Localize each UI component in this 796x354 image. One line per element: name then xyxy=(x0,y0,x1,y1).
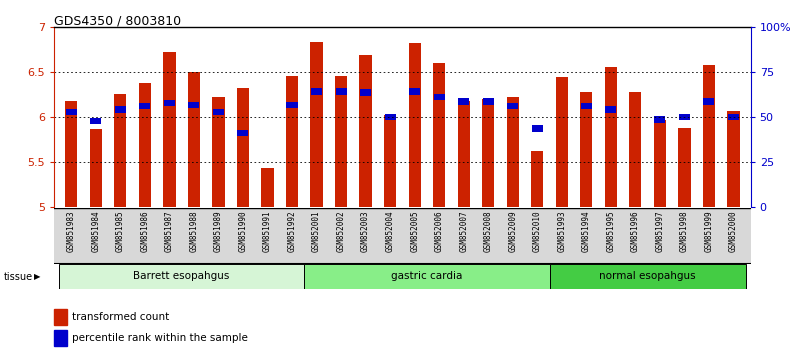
Bar xyxy=(704,98,715,105)
Bar xyxy=(139,82,151,207)
Bar xyxy=(213,109,224,115)
Bar xyxy=(458,98,469,105)
Bar xyxy=(654,116,665,123)
Text: GSM851983: GSM851983 xyxy=(67,210,76,252)
Bar xyxy=(531,151,544,207)
Text: ▶: ▶ xyxy=(34,272,41,281)
Bar xyxy=(507,103,518,109)
Text: GSM851999: GSM851999 xyxy=(704,210,713,252)
Bar xyxy=(605,67,617,207)
Text: GSM851991: GSM851991 xyxy=(263,210,272,252)
Bar xyxy=(310,42,322,207)
Bar xyxy=(506,97,519,207)
Bar xyxy=(54,309,67,325)
Bar xyxy=(482,99,494,207)
Bar xyxy=(482,98,494,105)
Text: gastric cardia: gastric cardia xyxy=(391,272,462,281)
Bar xyxy=(237,130,248,136)
Bar xyxy=(360,89,371,96)
Text: GSM852001: GSM852001 xyxy=(312,210,321,252)
Bar xyxy=(581,103,592,109)
Text: GSM851987: GSM851987 xyxy=(165,210,174,252)
Text: transformed count: transformed count xyxy=(72,312,169,322)
Text: GSM852002: GSM852002 xyxy=(337,210,345,252)
Bar xyxy=(580,92,592,207)
Bar xyxy=(139,103,150,109)
Text: GSM851996: GSM851996 xyxy=(631,210,640,252)
Bar xyxy=(287,102,298,108)
Text: GDS4350 / 8003810: GDS4350 / 8003810 xyxy=(54,14,181,27)
Bar xyxy=(360,56,372,207)
Bar xyxy=(409,88,420,95)
Bar xyxy=(261,168,274,207)
Bar xyxy=(115,107,126,113)
Bar xyxy=(629,92,642,207)
Text: GSM851985: GSM851985 xyxy=(116,210,125,252)
Bar xyxy=(114,94,127,207)
Bar xyxy=(286,76,298,207)
Text: GSM851993: GSM851993 xyxy=(557,210,566,252)
Bar xyxy=(654,120,666,207)
Bar xyxy=(532,125,543,132)
Text: GSM852010: GSM852010 xyxy=(533,210,542,252)
Bar xyxy=(188,72,200,207)
Bar xyxy=(458,102,470,207)
Text: GSM852000: GSM852000 xyxy=(729,210,738,252)
Bar xyxy=(335,76,347,207)
Bar xyxy=(213,97,224,207)
Bar xyxy=(728,114,739,120)
Text: GSM851986: GSM851986 xyxy=(140,210,150,252)
Bar xyxy=(66,109,76,115)
Bar xyxy=(679,114,690,120)
Bar xyxy=(90,118,101,125)
Text: Barrett esopahgus: Barrett esopahgus xyxy=(134,272,230,281)
Text: GSM851988: GSM851988 xyxy=(189,210,198,252)
Bar xyxy=(384,115,396,207)
Bar xyxy=(65,102,77,207)
Bar xyxy=(605,107,616,113)
Bar xyxy=(237,88,249,207)
Text: GSM851994: GSM851994 xyxy=(582,210,591,252)
Text: GSM851995: GSM851995 xyxy=(607,210,615,252)
Bar xyxy=(434,94,445,100)
Text: GSM852007: GSM852007 xyxy=(459,210,468,252)
Text: GSM851990: GSM851990 xyxy=(239,210,248,252)
Text: GSM851989: GSM851989 xyxy=(214,210,223,252)
Text: GSM852003: GSM852003 xyxy=(361,210,370,252)
Bar xyxy=(54,330,67,346)
Bar xyxy=(163,52,176,207)
Bar xyxy=(336,88,346,95)
Text: GSM851992: GSM851992 xyxy=(287,210,297,252)
Bar xyxy=(311,88,322,95)
Bar xyxy=(433,63,445,207)
Bar xyxy=(703,65,715,207)
Text: GSM851984: GSM851984 xyxy=(92,210,100,252)
Text: GSM852004: GSM852004 xyxy=(385,210,395,252)
Bar xyxy=(59,264,304,289)
Text: GSM852005: GSM852005 xyxy=(410,210,419,252)
Bar xyxy=(189,102,200,108)
Bar xyxy=(384,114,396,120)
Bar xyxy=(678,128,691,207)
Bar xyxy=(549,264,746,289)
Bar xyxy=(408,43,421,207)
Text: percentile rank within the sample: percentile rank within the sample xyxy=(72,332,248,343)
Bar xyxy=(304,264,549,289)
Text: GSM851997: GSM851997 xyxy=(655,210,665,252)
Bar xyxy=(556,77,568,207)
Bar xyxy=(164,100,175,107)
Bar xyxy=(90,129,102,207)
Text: GSM852009: GSM852009 xyxy=(508,210,517,252)
Text: tissue: tissue xyxy=(4,272,33,282)
Text: GSM851998: GSM851998 xyxy=(680,210,689,252)
Text: GSM852008: GSM852008 xyxy=(484,210,493,252)
Text: normal esopahgus: normal esopahgus xyxy=(599,272,696,281)
Bar xyxy=(728,110,739,207)
Text: GSM852006: GSM852006 xyxy=(435,210,443,252)
